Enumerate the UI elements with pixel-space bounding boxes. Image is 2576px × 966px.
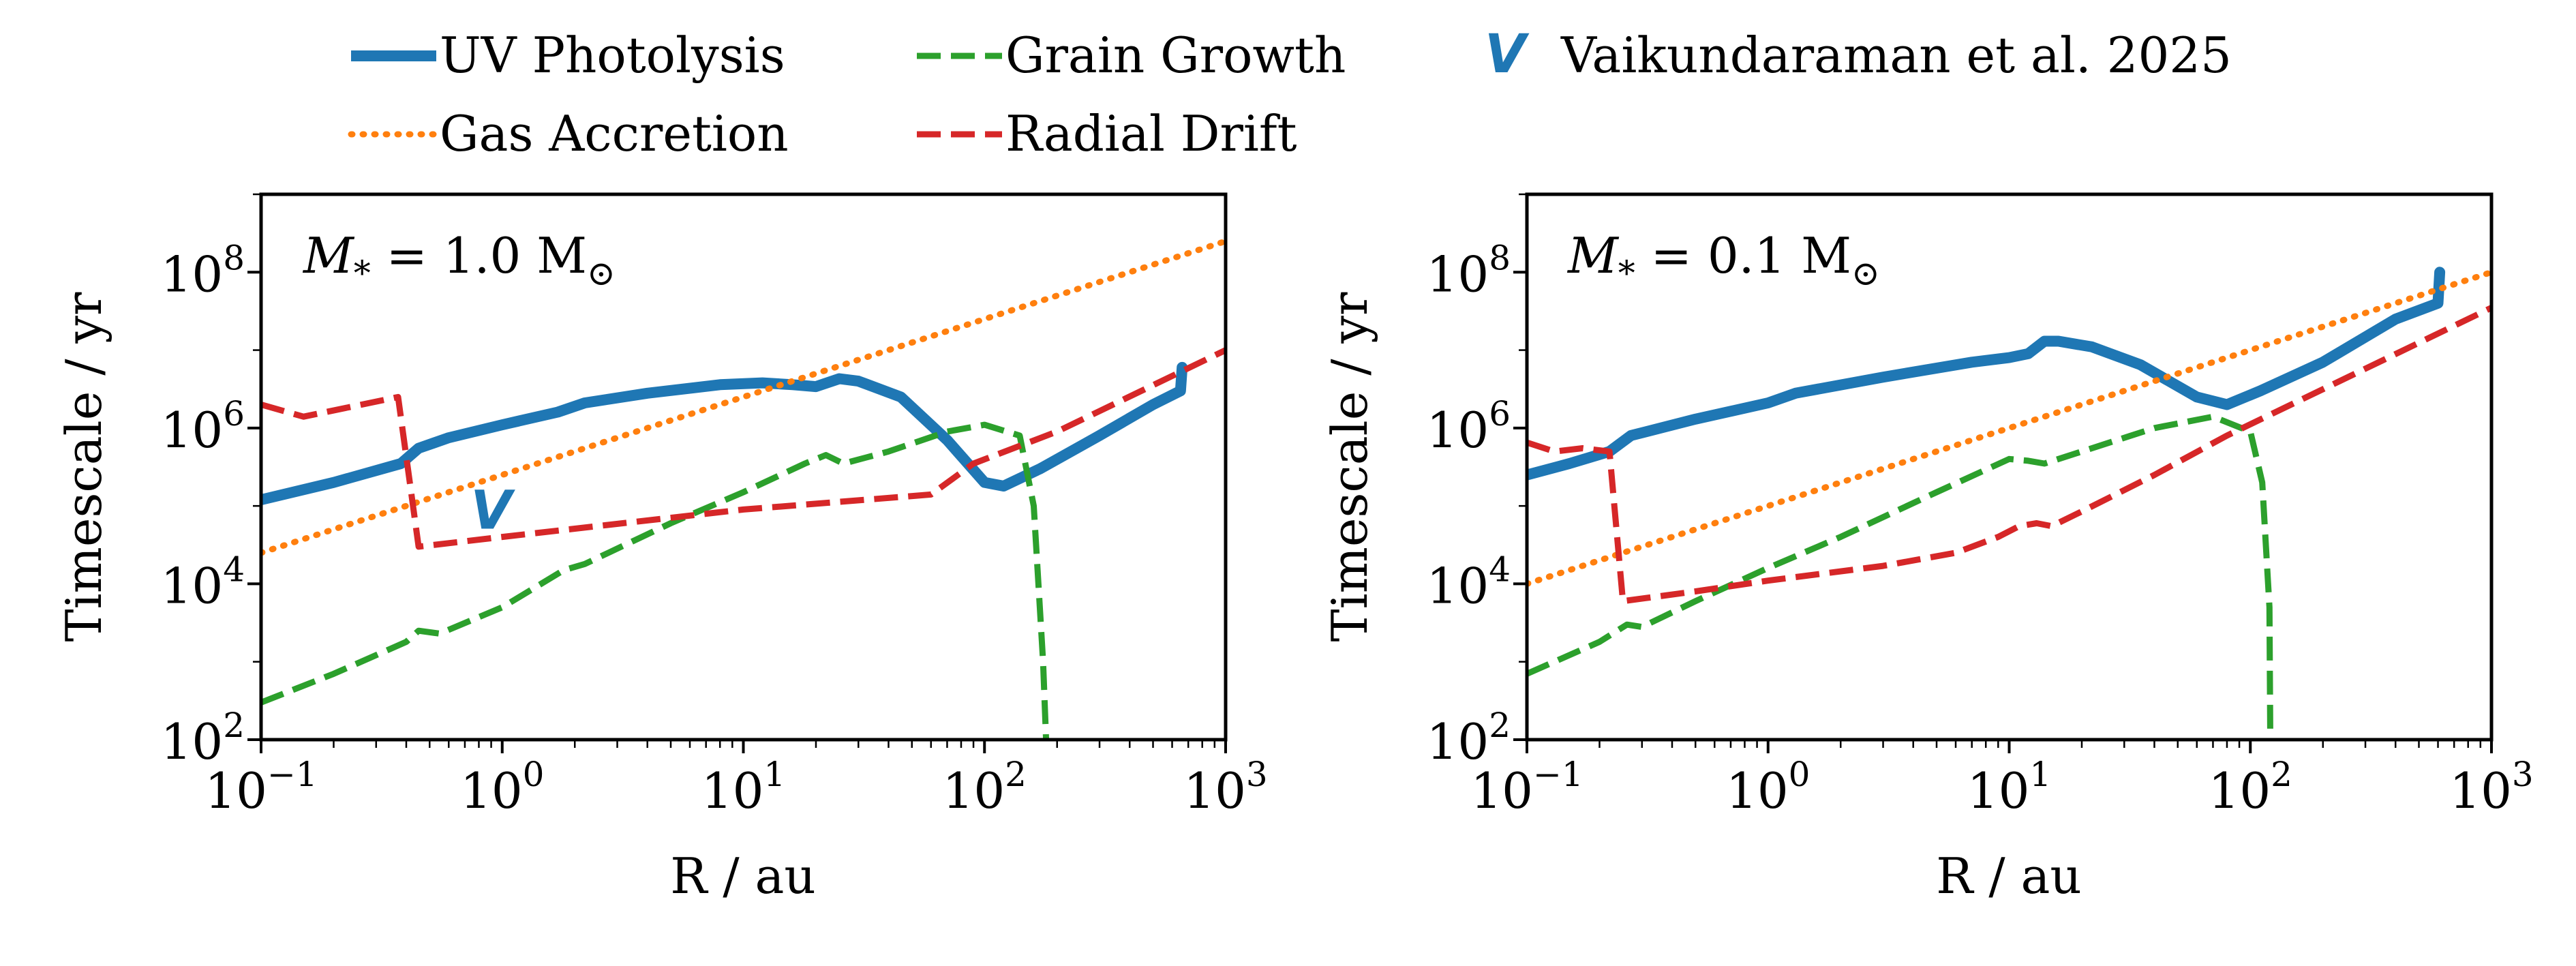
x-tick-label: 102 [2209,755,2292,819]
title-m: M [1566,227,1620,284]
title-m: M [302,227,355,284]
legend-label-marker: Vaikundaraman et al. 2025 [1560,27,2232,84]
legend-label-uv: UV Photolysis [440,27,785,84]
y-tick-label: 108 [1427,238,1511,303]
x-tick-label: 101 [701,755,785,819]
x-tick-label: 10−1 [1470,755,1583,819]
x-tick-label: 10−1 [204,755,317,819]
panel-title: M* = 1.0 M⊙ [302,227,616,293]
title-rest: = 1.0 M [371,227,587,284]
series-grain [261,421,1050,740]
title-sub: * [1618,254,1635,293]
series-uv [261,361,1188,506]
legend-label-gas: Gas Accretion [440,105,789,162]
title-sym: ⊙ [587,254,616,293]
panel-title: M* = 0.1 M⊙ [1566,227,1880,293]
panel-right: 10−1 100 101 102 103 102 104 106 108 M* = 0.1 M⊙… [1321,192,2534,905]
axes-frame [1525,192,2494,742]
y-tick-label: 108 [161,238,245,303]
title-rest: = 0.1 M [1635,227,1851,284]
legend-entry-grain: Grain Growth [917,27,1346,84]
y-tick-label: 106 [161,394,245,459]
series-group [1527,267,2491,740]
panel-left: 10−1 100 101 102 103 102 104 106 108 M* = 1.0 M⊙… [55,192,1268,905]
major-ticks: 10−1 100 101 102 103 102 104 106 108 [161,238,1268,819]
x-axis-label: R / au [1936,847,2082,905]
x-tick-label: 102 [943,755,1027,819]
legend-marker-symbol: V [1485,24,1530,85]
major-ticks: 10−1 100 101 102 103 102 104 106 108 [1427,238,2534,819]
series-group [261,238,1226,740]
marker-annotation: V [470,480,515,541]
legend-entry-gas: Gas Accretion [348,105,789,162]
x-tick-label: 103 [2449,755,2533,819]
series-drift [1527,305,2491,605]
y-tick-label: 104 [161,549,245,614]
axes-frame [259,192,1228,742]
legend: UV Photolysis Gas Accretion Grain Growth… [348,24,2232,162]
x-tick-label: 101 [1967,755,2051,819]
x-axis-label: R / au [670,847,816,905]
legend-entry-uv: UV Photolysis [351,27,785,84]
legend-label-drift: Radial Drift [1005,105,1297,162]
y-axis-label: Timescale / yr [1321,292,1378,642]
legend-entry-marker: V Vaikundaraman et al. 2025 [1485,24,2232,85]
legend-entry-drift: Radial Drift [917,105,1297,162]
y-tick-label: 102 [1427,706,1511,770]
x-tick-label: 103 [1183,755,1267,819]
series-grain [1527,413,2273,740]
series-drift [261,347,1226,550]
y-tick-label: 106 [1427,394,1511,459]
series-gas [261,238,1226,556]
legend-label-grain: Grain Growth [1005,27,1346,84]
series-uv [1527,267,2446,481]
x-tick-label: 100 [460,755,544,819]
title-sub: * [354,254,371,293]
y-tick-label: 102 [161,706,245,770]
series-gas [1527,269,2491,587]
x-tick-label: 100 [1726,755,1810,819]
y-tick-label: 104 [1427,549,1511,614]
y-axis-label: Timescale / yr [55,292,112,642]
title-sym: ⊙ [1851,254,1880,293]
